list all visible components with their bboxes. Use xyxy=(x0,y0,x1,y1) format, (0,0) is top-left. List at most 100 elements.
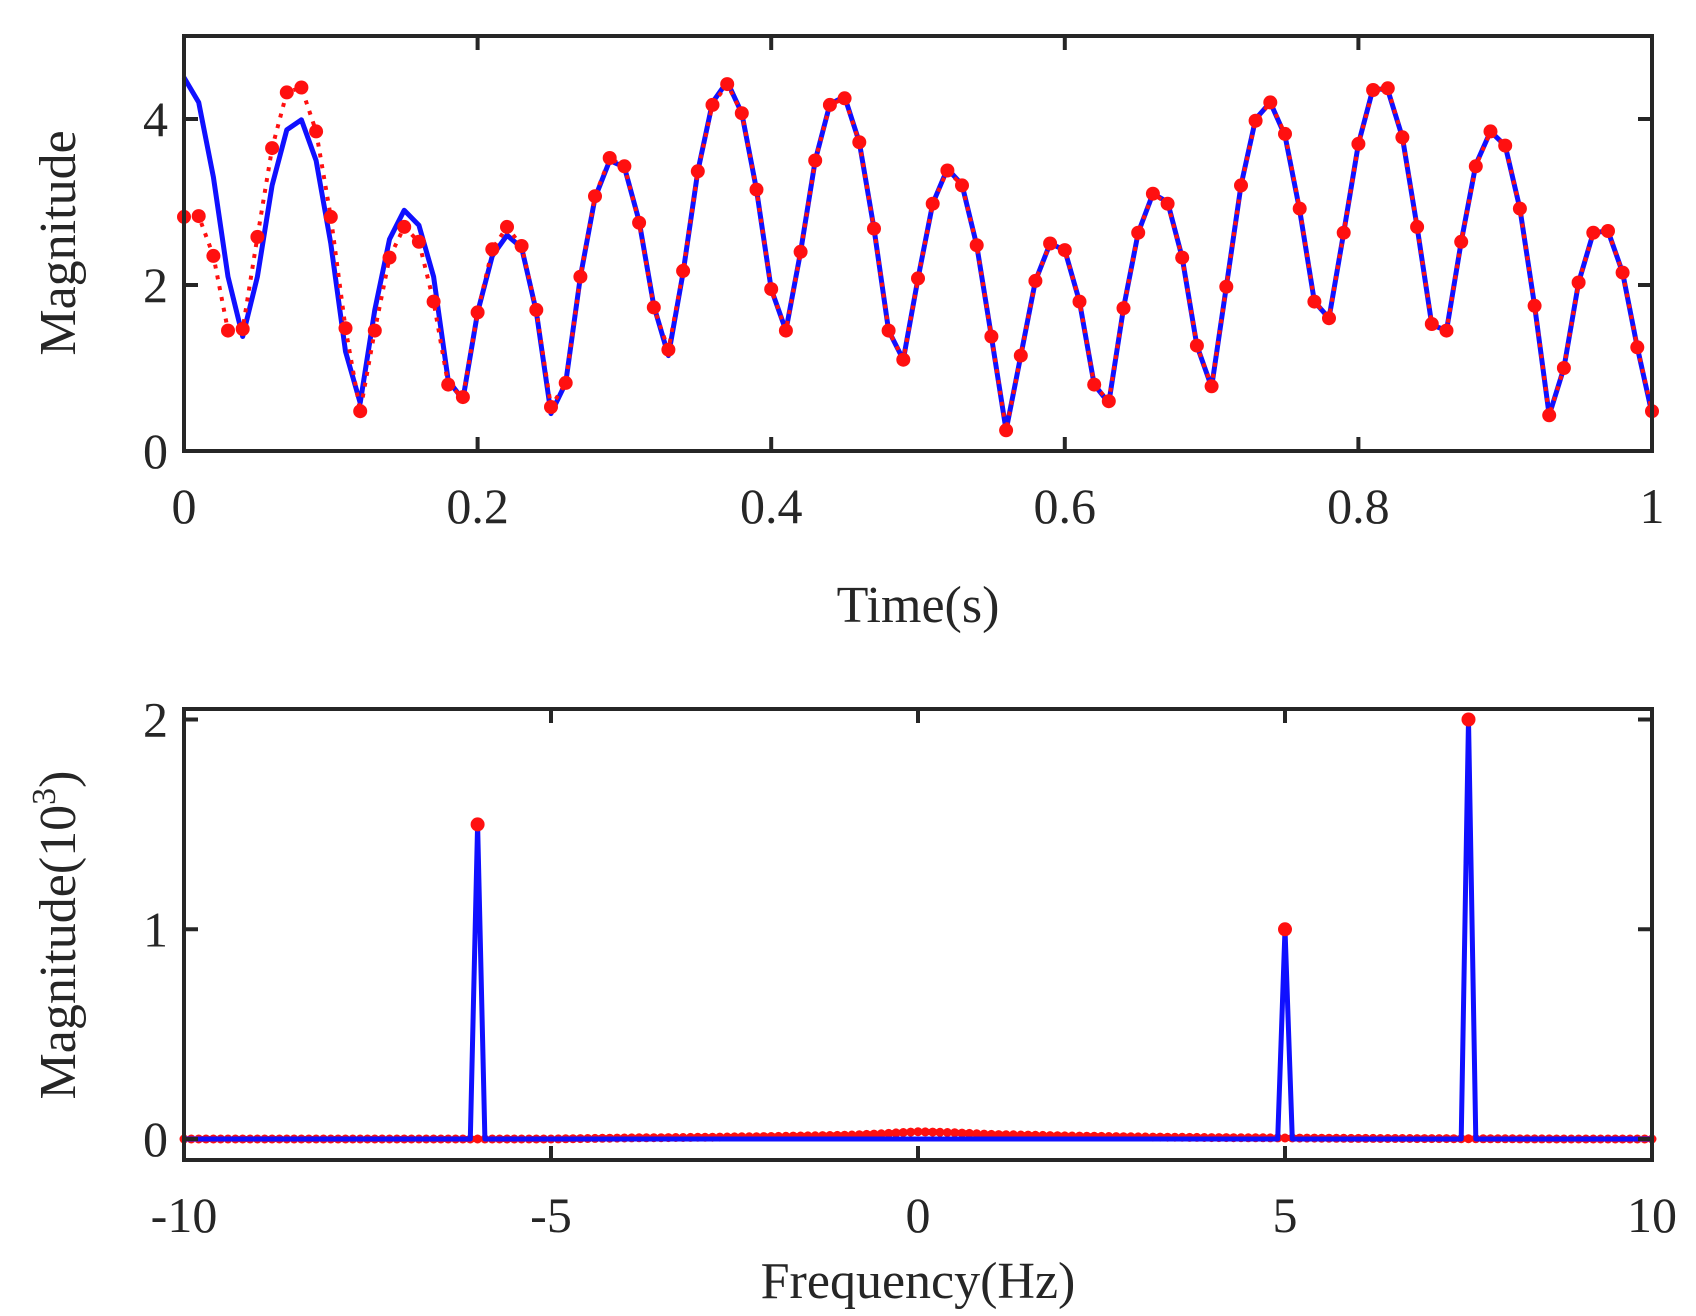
time-estimate-marker xyxy=(558,375,573,390)
freq-ytick-label: 2 xyxy=(143,691,168,747)
time-estimate-marker xyxy=(1351,136,1366,151)
time-ylabel: Magnitude xyxy=(30,130,87,355)
time-estimate-marker xyxy=(1043,236,1058,251)
time-estimate-marker xyxy=(221,323,235,338)
time-estimate-marker xyxy=(764,282,779,297)
freq-estimate-marker xyxy=(935,1127,945,1137)
time-xlabel: Time(s) xyxy=(837,577,1000,634)
time-estimate-marker xyxy=(1571,275,1586,290)
time-estimate-marker xyxy=(778,323,793,338)
time-estimate-marker xyxy=(1454,234,1469,249)
time-estimate-marker xyxy=(1586,225,1601,240)
freq-estimate-marker xyxy=(942,1128,952,1137)
freq-xlabel: Frequency(Hz) xyxy=(761,1253,1076,1310)
time-estimate-marker xyxy=(1527,298,1542,313)
time-estimate-marker xyxy=(411,234,426,249)
time-estimate-marker xyxy=(382,250,397,265)
time-estimate-marker xyxy=(338,321,353,336)
time-estimate-marker xyxy=(1278,126,1292,141)
time-estimate-marker xyxy=(690,164,705,179)
time-estimate-marker xyxy=(1542,408,1557,423)
time-estimate-marker xyxy=(852,135,867,150)
freq-panel: -10 -5 0 5 10 0 1 2 Frequency(Hz) Magnitude(103… xyxy=(26,691,1677,1310)
freq-estimate-marker xyxy=(928,1127,938,1137)
time-estimate-marker xyxy=(206,248,221,263)
time-estimate-marker xyxy=(1556,361,1571,375)
time-estimate-marker xyxy=(426,294,441,309)
time-estimate-marker xyxy=(911,271,925,286)
freq-xtick-label: 5 xyxy=(1273,1187,1298,1243)
time-estimate-marker xyxy=(705,97,720,112)
time-estimate-marker xyxy=(367,323,382,338)
time-estimate-marker xyxy=(514,239,529,253)
time-estimate-marker xyxy=(1424,317,1439,331)
time-estimate-marker xyxy=(881,323,896,338)
time-xtick-label: 0.4 xyxy=(740,478,803,534)
time-ticks: 0 0.2 0.4 0.6 0.8 1 0 2 4 xyxy=(143,36,1665,534)
freq-estimate-marker xyxy=(473,1134,483,1144)
time-estimate-marker xyxy=(1189,338,1204,353)
time-estimate-marker xyxy=(1292,201,1307,216)
time-estimate-marker xyxy=(1512,201,1527,216)
freq-series-layer xyxy=(179,712,1657,1144)
time-estimate-marker xyxy=(999,423,1014,438)
time-xtick-label: 0 xyxy=(172,478,197,534)
time-estimate-marker xyxy=(793,244,808,259)
time-estimate-marker xyxy=(294,80,309,95)
time-xtick-label: 0.6 xyxy=(1034,478,1097,534)
time-estimate-marker xyxy=(1145,186,1160,201)
time-estimate-marker xyxy=(1483,124,1498,139)
freq-xtick-label: 0 xyxy=(906,1187,931,1243)
time-estimate-marker xyxy=(720,77,735,92)
time-estimate-marker xyxy=(588,189,602,204)
time-estimate-marker xyxy=(235,322,250,336)
time-estimate-marker xyxy=(323,209,338,224)
freq-ytick-label: 0 xyxy=(143,1111,168,1167)
freq-estimate-marker xyxy=(869,1129,879,1139)
time-estimate-marker xyxy=(734,106,749,121)
time-estimate-marker xyxy=(500,219,514,234)
time-estimate-marker xyxy=(661,342,676,357)
time-estimate-marker xyxy=(265,141,280,156)
time-estimate-marker xyxy=(1439,323,1454,338)
time-estimate-marker xyxy=(1601,224,1615,238)
time-estimate-marker xyxy=(940,163,955,178)
time-estimate-marker xyxy=(1160,196,1175,211)
time-estimate-marker xyxy=(1366,83,1381,97)
freq-estimate-marker xyxy=(884,1128,894,1138)
time-estimate-marker xyxy=(1057,243,1072,258)
time-estimate-marker xyxy=(749,182,764,197)
freq-estimate-marker xyxy=(1280,1133,1290,1143)
freq-estimate-marker xyxy=(964,1128,974,1138)
time-estimate-marker xyxy=(441,377,456,392)
time-estimate-marker xyxy=(1615,265,1630,280)
time-estimate-marker xyxy=(1204,379,1219,394)
time-estimate-marker xyxy=(1380,81,1395,96)
time-estimate-marker xyxy=(632,215,647,230)
time-ytick-label: 0 xyxy=(143,423,168,479)
time-estimate-marker xyxy=(925,196,940,211)
freq-estimate-marker xyxy=(876,1129,886,1139)
time-estimate-marker xyxy=(485,242,500,257)
time-estimate-marker xyxy=(867,221,881,236)
time-estimate-marker xyxy=(573,269,588,284)
time-ytick-label: 4 xyxy=(143,91,168,147)
time-estimate-marker xyxy=(1336,225,1351,240)
time-estimate-marker xyxy=(984,329,999,344)
time-estimate-marker xyxy=(1101,394,1116,409)
time-estimate-marker xyxy=(1248,113,1263,128)
time-estimate-marker xyxy=(544,400,558,414)
time-estimate-marker xyxy=(191,209,206,224)
time-estimate-marker xyxy=(1263,95,1278,110)
time-panel: 0 0.2 0.4 0.6 0.8 1 0 2 4 Time(s) Magnitude xyxy=(30,34,1665,634)
time-xtick-label: 0.2 xyxy=(446,478,509,534)
time-estimate-marker xyxy=(1087,377,1102,392)
freq-xtick-label: -5 xyxy=(530,1187,572,1243)
time-estimate-marker xyxy=(353,404,368,419)
freq-ticks: -10 -5 0 5 10 0 1 2 xyxy=(143,691,1677,1243)
freq-ylabel-close: ) xyxy=(30,771,87,788)
freq-ytick-label: 1 xyxy=(143,901,168,957)
time-estimate-marker xyxy=(1322,311,1336,326)
time-estimate-marker xyxy=(1175,250,1190,265)
